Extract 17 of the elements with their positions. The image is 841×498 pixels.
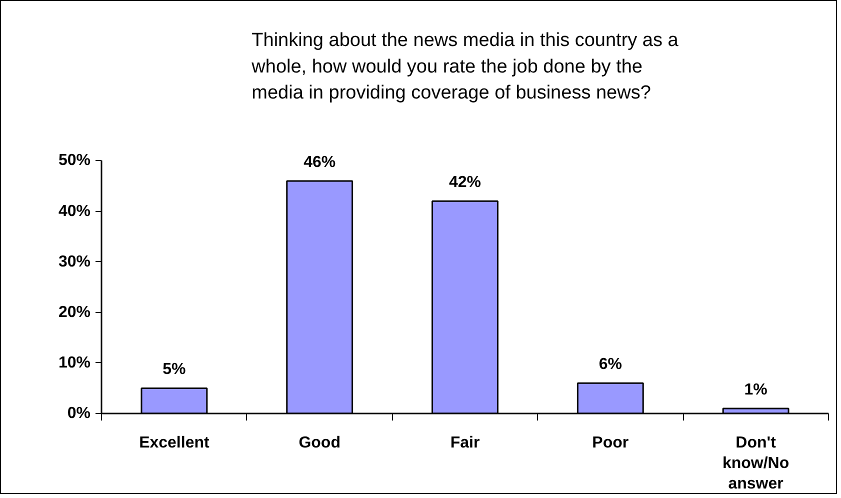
data-label: 6% — [598, 356, 622, 374]
x-tick-label: Don't know/No answer — [722, 434, 790, 492]
y-tick-label: 50% — [58, 152, 91, 170]
data-label: 46% — [304, 154, 336, 171]
y-tick-label: 30% — [58, 253, 91, 270]
x-tick-label: Excellent — [139, 434, 210, 452]
y-tick-label: 0% — [67, 405, 90, 422]
chart-title: Thinking about the news media in this country as a whole, how would you rate the job done by the media in providing coverage of business news? — [250, 30, 679, 104]
x-tick-label: Poor — [592, 434, 629, 452]
y-tick-label: 40% — [58, 202, 91, 220]
x-tick-label: Fair — [450, 434, 480, 452]
x-tick-label: Good — [298, 434, 340, 452]
data-label: 1% — [744, 381, 768, 398]
data-label: 42% — [448, 174, 482, 192]
data-label: 5% — [162, 361, 186, 378]
y-tick-label: 20% — [58, 304, 91, 321]
y-tick-label: 10% — [58, 354, 91, 372]
